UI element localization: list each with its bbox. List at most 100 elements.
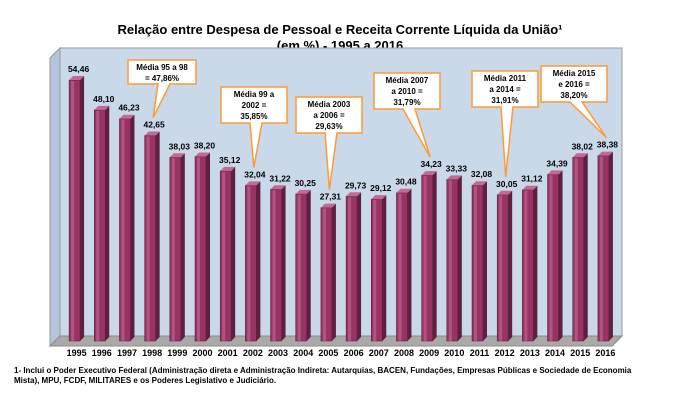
- x-tick-label: 2012: [495, 348, 515, 358]
- bar-top: [270, 185, 286, 190]
- bar-side: [331, 203, 336, 341]
- bar-side: [583, 153, 588, 341]
- bar-top: [69, 76, 85, 81]
- bar: [144, 135, 156, 342]
- x-tick-label: 2007: [369, 348, 389, 358]
- bar: [194, 156, 207, 342]
- callout-text: Média 2015: [553, 69, 596, 78]
- bar-highlight: [448, 180, 452, 341]
- callout-text: e 2016 =: [558, 80, 590, 89]
- bar-side: [155, 131, 160, 341]
- bar-highlight: [146, 136, 150, 341]
- callout-text: a 2006 =: [313, 111, 345, 120]
- x-tick-label: 2005: [318, 348, 338, 358]
- bar-top: [572, 153, 588, 158]
- callout-text: 29,63%: [315, 122, 342, 131]
- bar-top: [597, 151, 613, 156]
- x-tick-label: 2003: [268, 348, 288, 358]
- chart-title: Relação entre Despesa de Pessoal e Recei…: [117, 22, 563, 37]
- bar: [320, 207, 333, 342]
- x-tick-label: 2013: [520, 348, 540, 358]
- bar-highlight: [574, 158, 578, 341]
- bar: [245, 185, 257, 342]
- bar-highlight: [247, 186, 251, 341]
- bar-highlight: [348, 197, 352, 341]
- bar-top: [421, 171, 437, 176]
- bar-highlight: [474, 186, 477, 341]
- bar: [496, 194, 509, 342]
- bar-highlight: [171, 158, 175, 341]
- x-tick-label: 2016: [595, 348, 615, 358]
- x-tick-label: 2015: [570, 348, 590, 358]
- bar-highlight: [121, 119, 125, 342]
- bar-highlight: [524, 190, 528, 341]
- callout-text: Média 2003: [308, 100, 351, 109]
- callout-text: 35,85%: [240, 112, 267, 121]
- average-callout: [127, 59, 197, 118]
- bar: [421, 174, 433, 342]
- bar-top: [195, 152, 210, 157]
- bar-side: [281, 185, 286, 341]
- bar: [169, 157, 182, 342]
- x-tick-label: 1996: [92, 348, 112, 358]
- bar-side: [231, 166, 236, 341]
- bar-top: [396, 188, 412, 193]
- data-label: 34,23: [420, 159, 442, 169]
- x-tick-label: 1995: [67, 348, 87, 358]
- data-label: 31,12: [521, 174, 543, 184]
- bar-highlight: [373, 200, 377, 341]
- callout-text: = 47,86%: [145, 74, 179, 83]
- bar: [94, 109, 106, 342]
- bar-side: [105, 105, 110, 342]
- bar-side: [432, 171, 437, 341]
- bar: [270, 189, 282, 342]
- data-label: 32,08: [471, 169, 493, 179]
- bar-highlight: [71, 81, 75, 342]
- bar-top: [522, 185, 538, 190]
- plot-side-wall: [49, 46, 61, 348]
- bar-highlight: [599, 156, 603, 341]
- data-label: 32,04: [244, 169, 266, 179]
- bar-side: [180, 153, 185, 341]
- bar: [371, 198, 383, 342]
- bar-top: [346, 192, 362, 197]
- bar-side: [256, 181, 261, 341]
- bar-highlight: [197, 157, 200, 341]
- bar: [68, 79, 81, 342]
- bar-side: [483, 181, 487, 341]
- bar: [572, 157, 584, 342]
- bar-side: [306, 189, 311, 341]
- bar-highlight: [398, 193, 402, 341]
- bar: [295, 193, 307, 342]
- bar-side: [206, 152, 210, 341]
- bar-highlight: [322, 208, 326, 341]
- x-tick-label: 2006: [344, 348, 364, 358]
- bar-side: [558, 170, 563, 341]
- bar-top: [245, 181, 261, 186]
- bar: [219, 170, 232, 342]
- data-label: 46,23: [118, 103, 140, 113]
- bar: [471, 184, 484, 342]
- x-tick-label: 1999: [167, 348, 187, 358]
- data-label: 29,12: [370, 183, 392, 193]
- bar-highlight: [423, 176, 427, 341]
- footnote: 1- Inclui o Poder Executivo Federal (Adm…: [14, 366, 632, 385]
- bar-highlight: [222, 171, 226, 341]
- bar-side: [608, 151, 613, 341]
- x-tick-label: 2008: [394, 348, 414, 358]
- data-label: 38,38: [597, 140, 619, 150]
- callout-text: Média 2011: [484, 74, 527, 83]
- bar-side: [407, 188, 412, 341]
- bar: [547, 174, 559, 342]
- data-label: 38,20: [194, 140, 216, 150]
- bar-side: [80, 76, 85, 342]
- x-tick-label: 2009: [419, 348, 439, 358]
- bar-top: [472, 181, 487, 186]
- x-tick-label: 2001: [218, 348, 238, 358]
- bar-highlight: [499, 195, 503, 341]
- bar: [396, 192, 408, 342]
- bar-side: [457, 175, 462, 341]
- bar: [522, 189, 534, 342]
- bar-side: [130, 114, 135, 342]
